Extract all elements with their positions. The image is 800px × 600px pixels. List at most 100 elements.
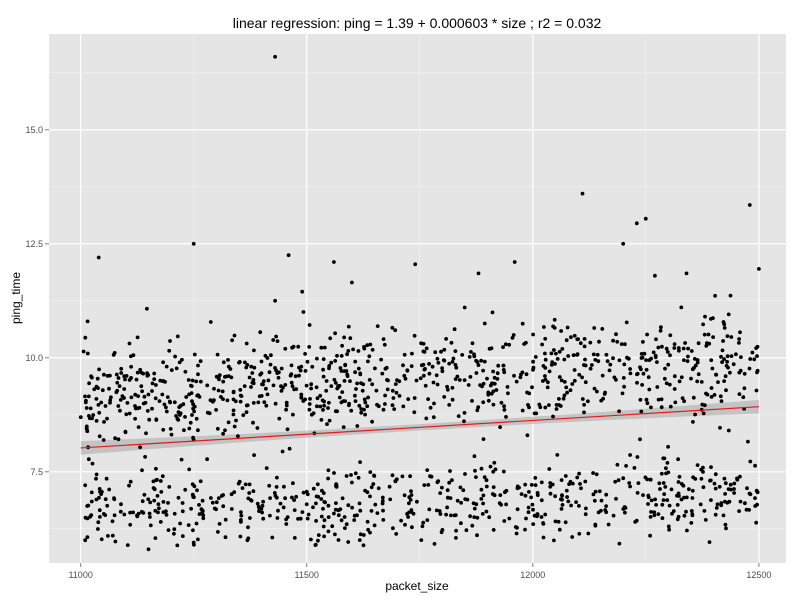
data-point: [660, 502, 665, 507]
data-point: [689, 509, 694, 513]
data-point: [723, 499, 727, 504]
data-point: [107, 487, 112, 492]
data-point: [533, 483, 538, 487]
data-point: [160, 392, 165, 397]
data-point: [557, 397, 561, 401]
data-point: [570, 535, 575, 539]
data-point: [284, 407, 288, 412]
data-point: [122, 387, 127, 391]
data-point: [153, 536, 158, 540]
data-point: [700, 402, 705, 407]
data-point: [340, 390, 345, 394]
data-point: [260, 503, 265, 508]
data-point: [89, 374, 93, 379]
data-point: [290, 384, 295, 388]
data-point: [112, 513, 117, 518]
data-point: [452, 327, 457, 332]
data-point: [739, 355, 743, 359]
data-point: [481, 368, 485, 373]
data-point: [616, 478, 621, 483]
data-point: [719, 503, 724, 508]
data-point: [531, 332, 535, 337]
data-point: [507, 516, 512, 521]
data-point: [577, 531, 582, 536]
data-point: [359, 407, 364, 411]
data-point: [247, 482, 252, 487]
data-point: [238, 534, 243, 539]
data-point: [635, 455, 640, 459]
data-point: [661, 456, 666, 461]
data-point: [555, 357, 560, 361]
data-point: [375, 402, 379, 407]
data-point: [501, 469, 506, 474]
data-point: [583, 380, 588, 385]
data-point: [374, 388, 379, 393]
data-point: [501, 363, 506, 368]
data-point: [588, 366, 593, 371]
data-point: [198, 379, 203, 384]
data-point: [350, 505, 354, 510]
data-point: [401, 404, 406, 409]
data-point: [746, 439, 750, 444]
data-point: [180, 509, 185, 514]
data-point: [229, 507, 234, 511]
data-point: [709, 395, 714, 399]
data-point: [623, 342, 627, 347]
data-point: [753, 496, 757, 500]
data-point: [375, 511, 380, 515]
data-point: [668, 353, 672, 358]
data-point: [491, 402, 496, 407]
data-point: [154, 466, 158, 471]
data-point: [191, 241, 196, 246]
data-point: [118, 398, 123, 402]
data-point: [273, 401, 278, 406]
data-point: [557, 349, 562, 354]
data-point: [709, 465, 713, 469]
data-point: [129, 354, 133, 359]
data-point: [481, 400, 486, 405]
data-point: [628, 367, 632, 371]
data-point: [553, 519, 558, 524]
data-point: [655, 360, 659, 364]
data-point: [577, 372, 582, 377]
data-point: [560, 493, 564, 498]
data-point: [412, 410, 417, 415]
data-point: [499, 502, 503, 507]
data-point: [251, 381, 256, 386]
data-point: [316, 494, 321, 499]
data-point: [127, 483, 131, 488]
data-point: [299, 392, 304, 397]
data-point: [245, 403, 250, 408]
data-point: [169, 432, 174, 437]
data-point: [449, 513, 453, 518]
data-point: [411, 511, 416, 516]
data-point: [284, 403, 289, 408]
data-point: [727, 499, 732, 504]
data-point: [141, 401, 146, 406]
data-point: [212, 506, 217, 511]
data-point: [504, 415, 508, 419]
data-point: [267, 483, 272, 488]
data-point: [481, 493, 486, 498]
data-point: [659, 325, 663, 330]
data-point: [709, 386, 714, 390]
data-point: [201, 516, 206, 521]
data-point: [524, 340, 528, 345]
data-point: [582, 363, 586, 367]
data-point: [682, 399, 686, 404]
data-point: [335, 353, 339, 358]
data-point: [514, 379, 519, 384]
data-point: [258, 330, 263, 335]
data-point: [742, 371, 747, 376]
data-point: [408, 474, 412, 479]
data-point: [180, 357, 184, 362]
data-point: [194, 416, 199, 421]
data-point: [335, 386, 340, 391]
data-point: [531, 365, 536, 370]
data-point: [504, 488, 509, 493]
data-point: [380, 501, 385, 506]
data-point: [86, 394, 91, 399]
data-point: [228, 367, 233, 371]
data-point: [447, 403, 452, 407]
data-point: [570, 481, 575, 486]
